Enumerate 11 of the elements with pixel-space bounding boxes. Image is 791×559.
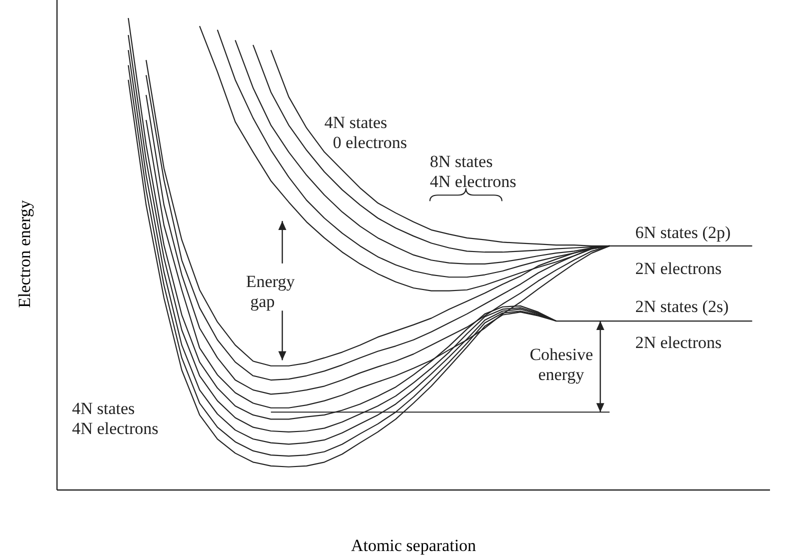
annotation: 2N electrons [635, 332, 722, 352]
annotation: 4N states 0 electrons [324, 112, 407, 152]
annotation: 8N states 4N electrons [430, 152, 516, 192]
annotation: Energy gap [246, 272, 296, 312]
annotation: 2N electrons [635, 258, 722, 278]
x-axis-title: Atomic separation [350, 536, 477, 555]
annotation: 2N states (2s) [635, 297, 729, 316]
y-axis-title: Electron energy [15, 200, 34, 308]
annotation: 4N states 4N electrons [72, 399, 158, 438]
annotation: Cohesive energy [530, 345, 593, 384]
annotation: 6N states (2p) [635, 222, 731, 242]
